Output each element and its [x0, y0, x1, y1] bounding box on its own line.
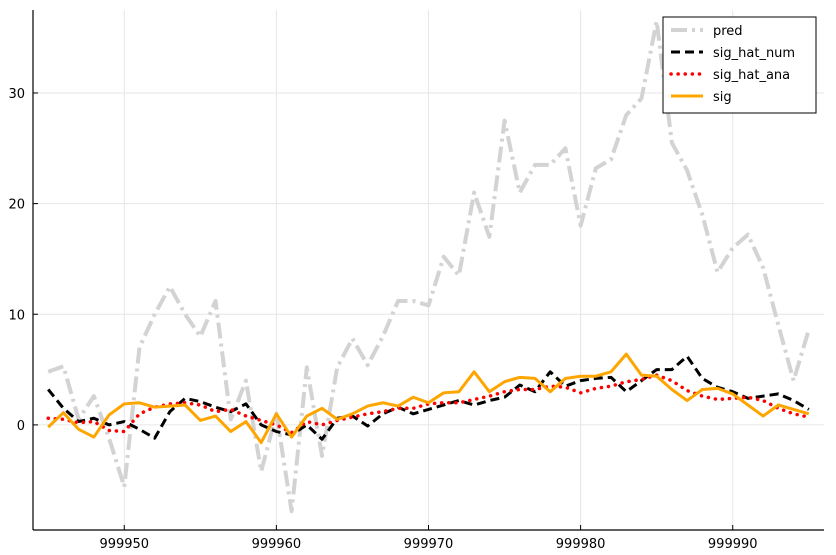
- x-tick-label: 999950: [99, 537, 149, 552]
- y-tick-label: 30: [8, 87, 25, 102]
- series-line-sig: [47, 352, 810, 445]
- y-axis-ticks: 0 10 20 30: [8, 87, 38, 434]
- legend-label: sig_hat_num: [713, 46, 795, 61]
- series-layer: [46, 19, 811, 514]
- x-tick-label: 999990: [708, 537, 758, 552]
- legend-label: sig_hat_ana: [713, 68, 790, 83]
- x-axis-ticks: 999950 999960 999970 999980 999990: [99, 525, 758, 552]
- y-tick-label: 0: [17, 419, 25, 434]
- series-line-pred: [47, 19, 811, 514]
- x-tick-label: 999980: [556, 537, 606, 552]
- legend-label: pred: [713, 24, 743, 39]
- x-tick-label: 999970: [404, 537, 454, 552]
- grid-lines: [33, 10, 824, 530]
- x-tick-label: 999960: [252, 537, 302, 552]
- y-tick-label: 20: [8, 198, 25, 213]
- legend-label: sig: [713, 90, 732, 105]
- series-line-sig-hat-num: [47, 354, 810, 441]
- y-tick-label: 10: [8, 308, 25, 323]
